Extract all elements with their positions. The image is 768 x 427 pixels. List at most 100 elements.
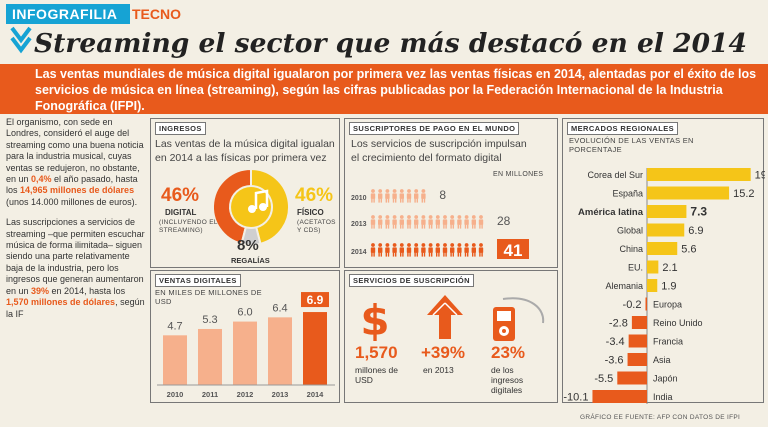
ventas-value-label: 6.4 — [272, 302, 287, 314]
person-icon — [435, 215, 440, 229]
servicios-label-3: de los ingresos digitales — [491, 365, 524, 395]
person-icon — [464, 215, 469, 229]
person-icon — [471, 215, 476, 229]
mercados-value-label: 15.2 — [733, 188, 754, 200]
mercados-bar — [647, 260, 659, 274]
mercados-bar-chart: Corea del Sur 19.2 España 15.2 América latin… — [563, 168, 765, 404]
ventas-value-label: 6.0 — [237, 307, 252, 319]
mercados-category-label: Francia — [653, 337, 683, 347]
digital-note: (INCLUYENDO EL STREAMING) — [159, 219, 218, 234]
person-icon — [399, 215, 404, 229]
mercados-category-label: Corea del Sur — [587, 170, 643, 180]
donut-slice-digital — [212, 167, 252, 246]
ventas-bar — [163, 335, 187, 385]
mercados-bar — [647, 279, 658, 292]
person-icon — [414, 243, 419, 257]
person-icon — [370, 215, 376, 229]
digital-pct: 46% — [161, 185, 200, 206]
footer-source: GRÁFICO EE FUENTE: AFP CON DATOS DE IFPI — [580, 414, 741, 421]
intro-paragraph-2: Las suscripciones a servicios de streami… — [6, 217, 145, 319]
fisico-pct: 46% — [295, 185, 334, 206]
music-note-icon — [248, 189, 269, 213]
suscriptores-desc: Los servicios de suscripción impulsan el… — [351, 138, 527, 164]
mercados-value-label: 6.9 — [688, 225, 703, 237]
ventas-bar-chart: 4.7 2010 5.3 2011 6.0 2012 6.4 2013 6.9 2014 — [157, 292, 335, 399]
mercados-category-label: Japón — [653, 374, 678, 384]
mercados-category-label: India — [653, 392, 673, 402]
person-icon — [450, 215, 455, 229]
servicios-label-1: millones de USD — [355, 365, 398, 385]
person-icon — [378, 243, 383, 257]
ingresos-desc: Las ventas de la música digital igualan … — [155, 138, 335, 164]
person-icon — [385, 215, 390, 229]
mercados-bar — [647, 186, 730, 200]
intro-paragraph-1: El organismo, con sede en Londres, consi… — [6, 117, 144, 207]
ventas-value-label: 4.7 — [167, 320, 182, 332]
mercados-category-label: EU. — [628, 263, 643, 273]
regalias-pct: 8% — [237, 237, 259, 254]
person-icon — [428, 243, 433, 257]
subs-value-label: 28 — [497, 214, 511, 228]
servicios-label-2: en 2013 — [423, 365, 454, 375]
mercados-title: MERCADOS REGIONALES — [567, 122, 679, 135]
person-icon — [442, 215, 448, 229]
person-icon — [428, 215, 433, 229]
ventas-title: VENTAS DIGITALES — [155, 274, 241, 287]
mercados-bar — [592, 390, 647, 403]
ventas-bar — [233, 321, 257, 385]
servicios-value-3: 23% — [491, 343, 526, 362]
subs-year-label: 2014 — [351, 249, 367, 256]
servicios-title: SERVICIOS DE SUSCRIPCIÓN — [349, 274, 474, 287]
mercados-value-label: -5.5 — [594, 373, 613, 385]
mercados-value-label: -2.8 — [609, 318, 628, 330]
regalias-label: REGALÍAS — [231, 256, 270, 265]
ventas-panel: VENTAS DIGITALES EN MILES DE MILLONES DE… — [150, 270, 340, 403]
intro-text: El organismo, con sede en Londres, consi… — [6, 117, 146, 329]
person-icon — [406, 215, 412, 229]
person-icon — [392, 189, 397, 203]
person-icon — [435, 243, 440, 257]
servicios-value-1: 1,570 — [355, 343, 398, 362]
mercados-bar — [647, 205, 687, 218]
ventas-year-label: 2014 — [307, 390, 325, 399]
ventas-value-label: 6.9 — [307, 293, 324, 307]
person-icon — [442, 243, 448, 257]
person-icon — [392, 215, 397, 229]
person-icon — [378, 189, 383, 203]
person-icon — [385, 189, 390, 203]
person-icon — [399, 189, 404, 203]
person-icon — [464, 243, 469, 257]
person-icon — [370, 189, 376, 203]
person-icon — [378, 215, 383, 229]
person-icon — [457, 243, 462, 257]
subheadline-banner: Las ventas mundiales de música digital i… — [0, 64, 768, 114]
mercados-category-label: China — [619, 244, 643, 254]
mercados-category-label: Asia — [653, 355, 671, 365]
mercados-bar — [627, 353, 647, 366]
ventas-value-label: 5.3 — [202, 314, 217, 326]
mercados-category-label: Europa — [653, 300, 682, 310]
servicios-panel: SERVICIOS DE SUSCRIPCIÓN $ 1,570 millone… — [344, 270, 558, 403]
ventas-year-label: 2010 — [167, 390, 184, 399]
person-icon — [406, 243, 412, 257]
mercados-category-label: España — [612, 189, 643, 199]
mercados-value-label: -3.6 — [605, 355, 624, 367]
suscriptores-unit: EN MILLONES — [493, 171, 544, 178]
svg-text:$: $ — [360, 296, 389, 343]
arrow-up-icon — [427, 295, 463, 339]
ventas-bar — [303, 312, 327, 385]
fisico-note: (ACETATOS Y CDS) — [297, 219, 336, 234]
mercados-value-label: -3.4 — [606, 336, 625, 348]
person-icon — [399, 243, 404, 257]
mercados-value-label: 7.3 — [690, 205, 707, 219]
mercados-bar — [645, 297, 647, 311]
page-title: Streaming el sector que más destacó en e… — [34, 28, 747, 59]
suscriptores-title: SUSCRIPTORES DE PAGO EN EL MUNDO — [349, 122, 520, 135]
suscriptores-panel: SUSCRIPTORES DE PAGO EN EL MUNDO Los ser… — [344, 118, 558, 268]
mercados-bar — [647, 168, 751, 181]
mercados-value-label: 2.1 — [662, 262, 677, 274]
person-icon — [414, 189, 419, 203]
subs-year-label: 2013 — [351, 221, 367, 228]
mercados-bar — [647, 223, 685, 237]
person-icon — [414, 215, 419, 229]
